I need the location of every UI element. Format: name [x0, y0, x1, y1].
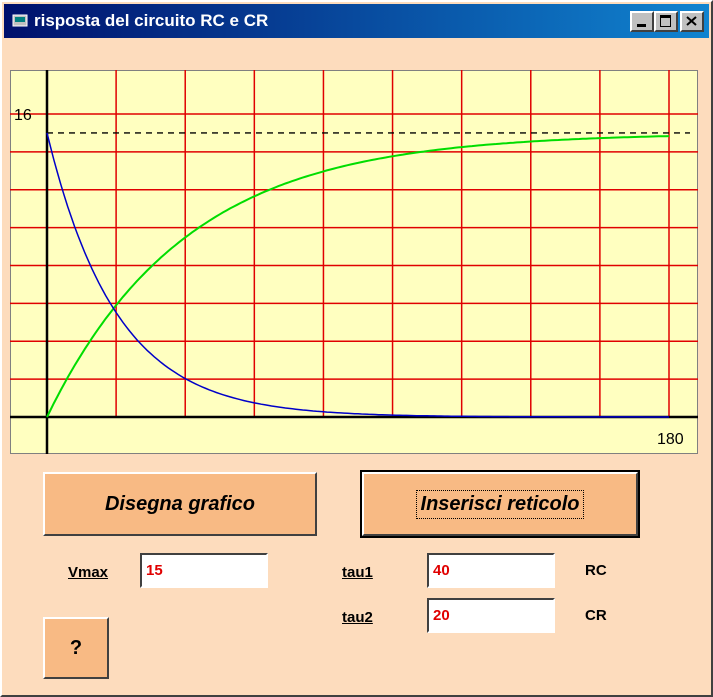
minimize-button[interactable] [630, 11, 654, 32]
rc-curve [46, 135, 670, 418]
tau1-input[interactable]: 40 [427, 553, 555, 588]
app-icon [12, 14, 28, 27]
grid-button[interactable]: Inserisci reticolo [360, 470, 640, 538]
title-bar: risposta del circuito RC e CR [4, 4, 709, 38]
y-tick-label: 16 [14, 107, 32, 124]
cr-curve [46, 132, 669, 418]
grid-button-label: Inserisci reticolo [415, 489, 585, 519]
close-button[interactable] [680, 11, 704, 32]
draw-button[interactable]: Disegna grafico [43, 472, 317, 536]
tau2-unit: CR [585, 607, 607, 624]
tau2-input[interactable]: 20 [427, 598, 555, 633]
vmax-label: Vmax [68, 564, 109, 581]
plot-background [10, 70, 698, 454]
tau2-label: tau2 [342, 609, 373, 626]
x-tick-label: 180 [657, 431, 684, 448]
help-button[interactable]: ? [43, 617, 109, 679]
maximize-button[interactable] [654, 11, 678, 32]
tau1-label: tau1 [342, 564, 373, 581]
vmax-input[interactable]: 15 [140, 553, 268, 588]
window-title: risposta del circuito RC e CR [34, 11, 269, 30]
plot-area: 16 180 [10, 70, 698, 454]
tau1-unit: RC [585, 562, 607, 579]
